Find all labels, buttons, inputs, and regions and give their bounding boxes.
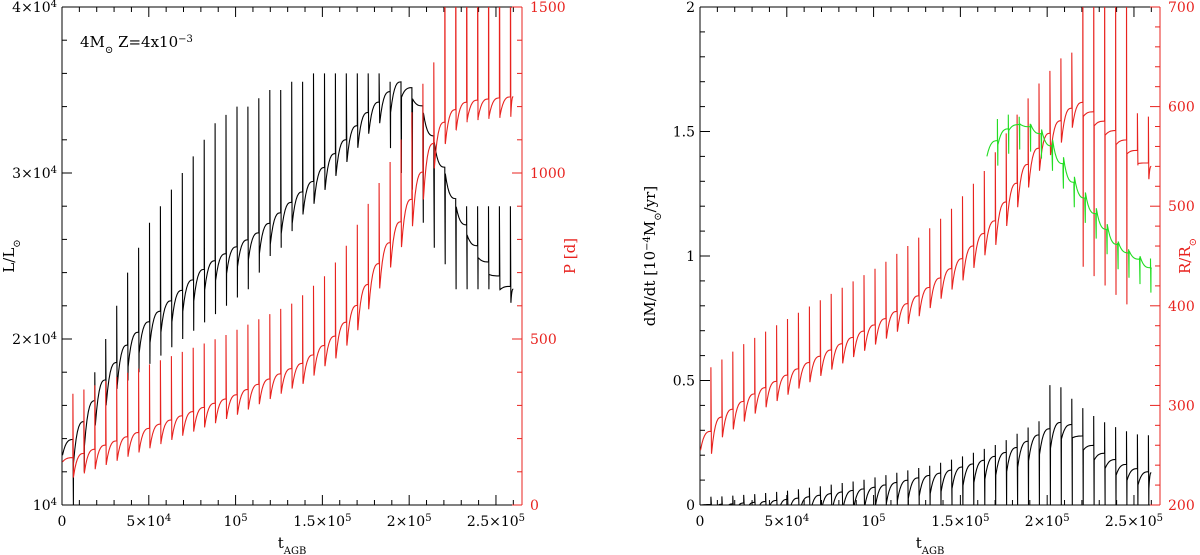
left-y-left-tick-label: 3×104 bbox=[12, 165, 57, 183]
left-x-tick-label: 1.5×105 bbox=[293, 513, 351, 531]
right-y-left-tick-label: 1 bbox=[686, 249, 695, 265]
right-y-right-tick-label: 500 bbox=[1168, 199, 1195, 215]
right-y-right-axis-label: R/R⊙ bbox=[1176, 238, 1199, 274]
left-y-right-axis-label: P [d] bbox=[561, 238, 579, 274]
right-x-axis-label: tAGB bbox=[916, 534, 945, 555]
right-panel: 0 5×104 105 1.5×105 2×105 2.5×105 0 0.5 1 1.5 2 200… bbox=[641, 0, 1199, 555]
right-series-mass-loss-rate-alt--line bbox=[986, 114, 1152, 293]
right-x-tick-label: 105 bbox=[861, 513, 885, 531]
right-y-left-tick-label: 1.5 bbox=[673, 125, 695, 141]
right-y-left-tick-label: 2 bbox=[686, 0, 695, 16]
right-x-tick-label: 2×105 bbox=[1025, 513, 1070, 531]
right-series-radius-line bbox=[700, 7, 1152, 454]
left-x-tick-label: 0 bbox=[58, 514, 67, 530]
right-series-group bbox=[700, 7, 1152, 505]
right-y-left-tick-label: 0.5 bbox=[673, 374, 695, 390]
left-x-axis-label: tAGB bbox=[278, 534, 307, 555]
right-x-tick-label: 5×104 bbox=[764, 513, 809, 531]
left-y-right-tick-label: 1500 bbox=[530, 0, 566, 16]
right-x-tick-label: 2.5×105 bbox=[1105, 513, 1163, 531]
right-x-tick-label: 0 bbox=[696, 514, 705, 530]
left-x-tick-label: 2×105 bbox=[387, 513, 432, 531]
left-y-left-axis-label: L/L⊙ bbox=[0, 239, 23, 272]
left-x-tick-label: 105 bbox=[223, 513, 247, 531]
right-x-tick-label: 1.5×105 bbox=[931, 513, 989, 531]
right-y-right-tick-label: 400 bbox=[1168, 299, 1195, 315]
left-y-left-tick-label: 4×104 bbox=[12, 0, 57, 16]
right-y-right-tick-label: 200 bbox=[1168, 498, 1195, 514]
right-series-mass-loss-rate-line bbox=[700, 385, 1152, 505]
left-series-luminosity-line bbox=[62, 73, 514, 505]
left-y-right-tick-label: 1000 bbox=[530, 166, 566, 182]
left-panel: 0 5×104 105 1.5×105 2×105 2.5×105 104 2×104 3×10… bbox=[0, 0, 579, 555]
right-y-right-tick-label: 600 bbox=[1168, 100, 1195, 116]
left-annotation: 4M⊙ Z=4x10−3 bbox=[80, 33, 193, 56]
left-y-left-tick-label: 2×104 bbox=[12, 331, 57, 349]
left-y-right-tick-label: 500 bbox=[530, 332, 557, 348]
right-y-left-tick-label: 0 bbox=[686, 498, 695, 514]
left-series-period-line bbox=[62, 7, 514, 478]
right-y-right-tick-label: 700 bbox=[1168, 0, 1195, 16]
right-y-right-tick-label: 300 bbox=[1168, 398, 1195, 414]
left-x-tick-label: 2.5×105 bbox=[467, 513, 525, 531]
left-y-right-tick-label: 0 bbox=[530, 498, 539, 514]
right-y-left-axis-label: dM/dt [10−4M⊙/yr] bbox=[641, 186, 664, 326]
left-series-group bbox=[62, 7, 514, 505]
left-y-left-tick-label: 104 bbox=[33, 497, 57, 515]
left-x-tick-label: 5×104 bbox=[126, 513, 171, 531]
